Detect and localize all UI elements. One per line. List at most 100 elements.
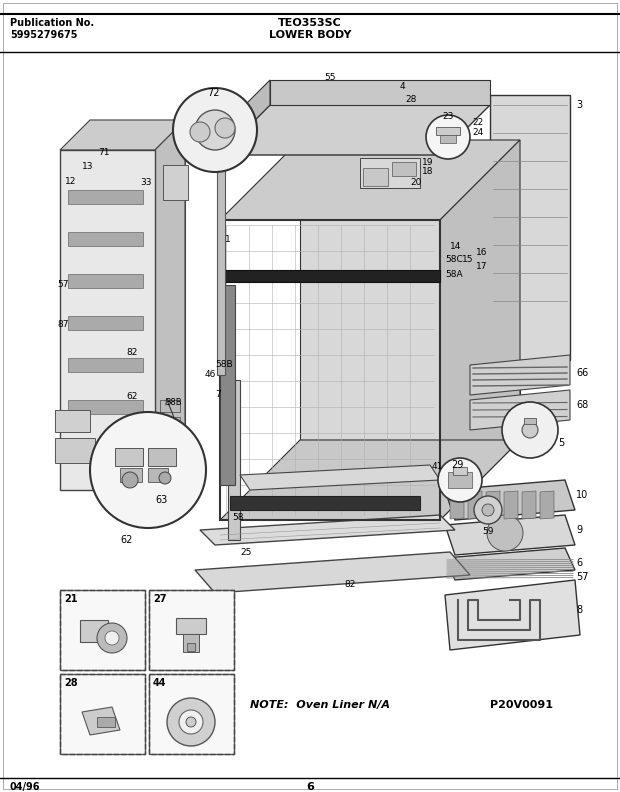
- Text: 58B: 58B: [215, 360, 232, 369]
- Circle shape: [502, 402, 558, 458]
- Text: 59: 59: [482, 527, 494, 536]
- Circle shape: [90, 412, 206, 528]
- Polygon shape: [445, 480, 575, 520]
- Bar: [120, 468, 142, 482]
- Polygon shape: [270, 80, 490, 105]
- Polygon shape: [240, 465, 440, 490]
- Text: 18: 18: [422, 167, 433, 176]
- Polygon shape: [220, 440, 520, 520]
- Polygon shape: [470, 390, 570, 430]
- Bar: [436, 127, 460, 135]
- Bar: [60, 150, 155, 490]
- Text: 62: 62: [126, 392, 138, 401]
- Text: 24: 24: [472, 128, 483, 137]
- Bar: [60, 590, 145, 670]
- Polygon shape: [200, 515, 455, 545]
- Bar: [160, 400, 180, 412]
- Text: 5995279675: 5995279675: [10, 30, 78, 40]
- Text: 46: 46: [205, 370, 216, 379]
- Bar: [68, 316, 143, 330]
- Text: 6: 6: [306, 782, 314, 792]
- Polygon shape: [195, 552, 470, 593]
- Bar: [148, 468, 168, 482]
- Text: 58: 58: [232, 513, 244, 522]
- Bar: [149, 674, 234, 754]
- Bar: [448, 472, 472, 488]
- Polygon shape: [300, 140, 520, 440]
- Circle shape: [487, 515, 523, 551]
- Bar: [524, 418, 536, 424]
- Text: 44: 44: [153, 678, 167, 688]
- Text: 15: 15: [462, 255, 474, 264]
- Polygon shape: [445, 580, 580, 650]
- Text: 17: 17: [476, 262, 487, 271]
- Polygon shape: [220, 80, 270, 155]
- Text: 62: 62: [120, 535, 133, 545]
- Bar: [163, 165, 188, 200]
- Text: 71: 71: [98, 148, 110, 157]
- Text: LOWER BODY: LOWER BODY: [268, 30, 352, 40]
- Bar: [68, 400, 143, 414]
- Text: 10: 10: [576, 490, 588, 500]
- Polygon shape: [468, 491, 482, 519]
- Polygon shape: [540, 491, 554, 519]
- Text: 82: 82: [126, 348, 138, 357]
- Circle shape: [159, 472, 171, 484]
- Text: 13: 13: [82, 162, 94, 171]
- Text: 4: 4: [400, 82, 405, 91]
- Polygon shape: [82, 707, 120, 735]
- Circle shape: [438, 458, 482, 502]
- Bar: [68, 274, 143, 288]
- Text: 33: 33: [140, 178, 151, 187]
- Text: P20V0091: P20V0091: [490, 700, 553, 710]
- Polygon shape: [440, 140, 520, 520]
- Circle shape: [173, 88, 257, 172]
- Text: 22: 22: [472, 118, 483, 127]
- Bar: [220, 220, 440, 520]
- Bar: [68, 232, 143, 246]
- Circle shape: [190, 122, 210, 142]
- Text: 68: 68: [576, 400, 588, 410]
- Bar: [148, 448, 176, 466]
- Text: 12: 12: [65, 177, 76, 186]
- Text: 3: 3: [576, 100, 582, 110]
- Text: 20: 20: [410, 178, 422, 187]
- Text: 19: 19: [422, 158, 433, 167]
- Polygon shape: [522, 491, 536, 519]
- Polygon shape: [470, 355, 570, 395]
- Polygon shape: [504, 491, 518, 519]
- Bar: [60, 590, 145, 670]
- Bar: [149, 590, 234, 670]
- Bar: [363, 168, 388, 186]
- Bar: [187, 643, 195, 651]
- Circle shape: [426, 115, 470, 159]
- Text: 8: 8: [576, 605, 582, 615]
- Text: Publication No.: Publication No.: [10, 18, 94, 28]
- Text: 57: 57: [576, 572, 588, 582]
- Circle shape: [482, 504, 494, 516]
- Polygon shape: [90, 120, 185, 460]
- Bar: [453, 467, 467, 475]
- Text: 21: 21: [64, 594, 78, 604]
- Bar: [60, 674, 145, 754]
- Polygon shape: [450, 491, 464, 519]
- Text: 1: 1: [225, 235, 231, 244]
- Polygon shape: [490, 95, 570, 360]
- Text: 16: 16: [476, 248, 487, 257]
- Circle shape: [522, 422, 538, 438]
- Text: 28: 28: [64, 678, 78, 688]
- Bar: [176, 618, 206, 634]
- Text: 41: 41: [432, 462, 443, 471]
- Circle shape: [179, 710, 203, 734]
- Bar: [97, 717, 115, 727]
- Circle shape: [105, 631, 119, 645]
- Bar: [230, 496, 420, 510]
- Text: 58A: 58A: [445, 270, 463, 279]
- Text: 58C: 58C: [445, 255, 463, 264]
- Circle shape: [195, 110, 235, 150]
- Bar: [217, 155, 225, 375]
- Polygon shape: [220, 140, 520, 220]
- Bar: [228, 380, 240, 540]
- Bar: [68, 358, 143, 372]
- Polygon shape: [155, 120, 185, 490]
